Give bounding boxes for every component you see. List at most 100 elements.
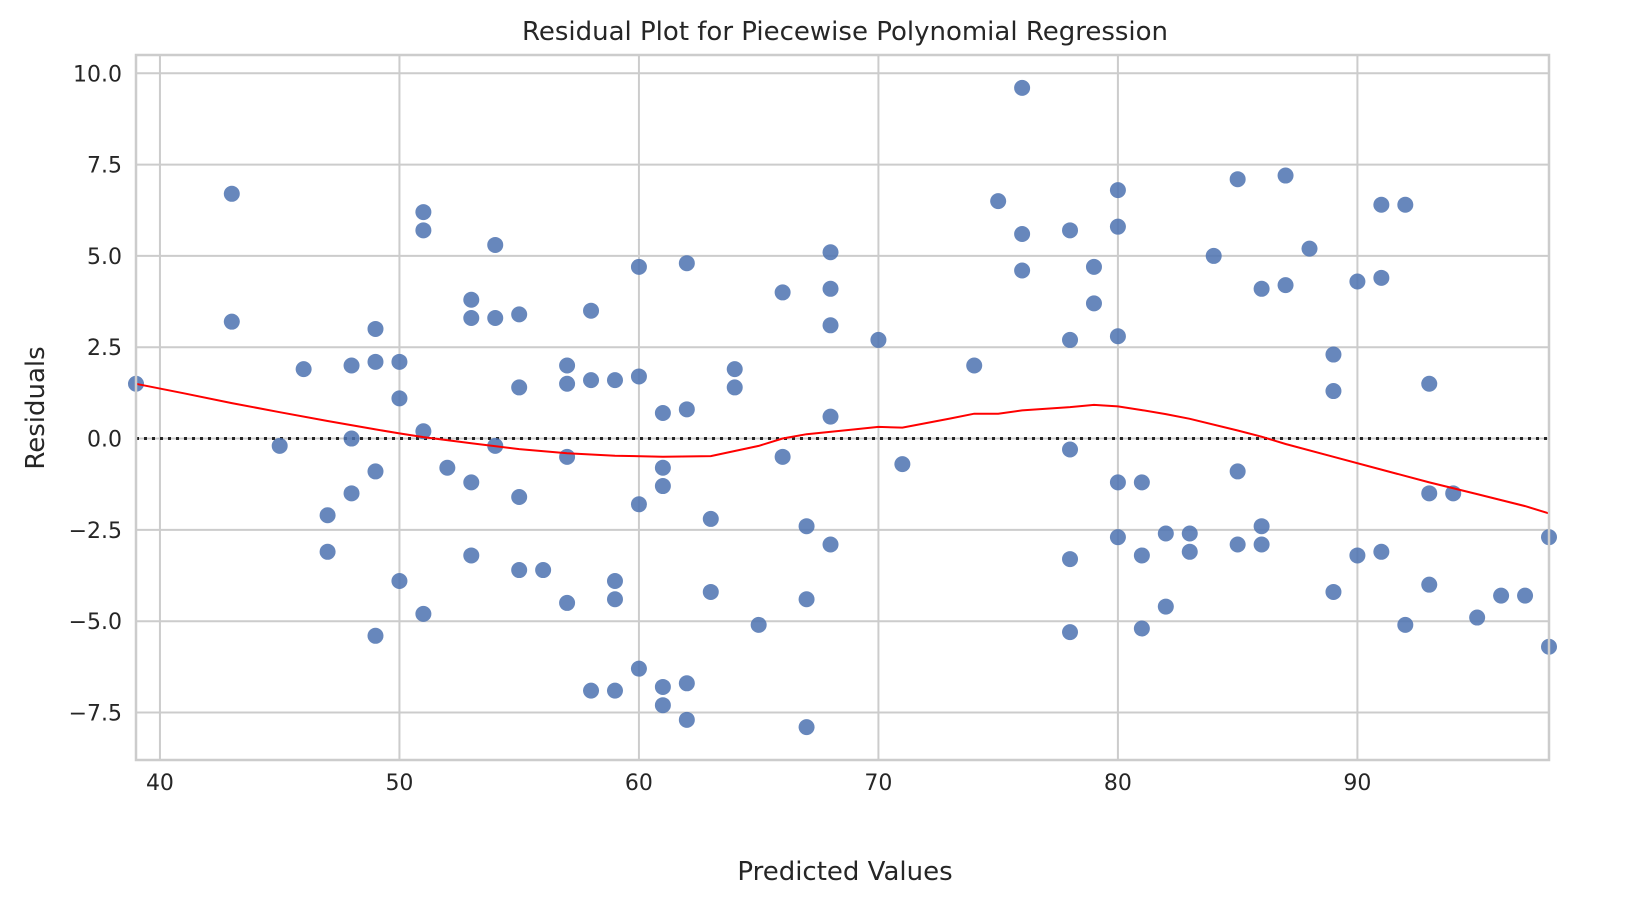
data-point: [559, 357, 576, 374]
data-point: [654, 404, 671, 421]
data-point: [1062, 624, 1079, 641]
data-point: [1109, 474, 1126, 491]
data-point: [678, 675, 695, 692]
data-point: [1014, 79, 1031, 96]
data-point: [1397, 196, 1414, 213]
data-point: [1253, 536, 1270, 553]
data-point: [1493, 587, 1510, 604]
data-point: [774, 448, 791, 465]
data-point: [678, 711, 695, 728]
y-axis-ticks: 10.0 7.5 5.0 2.5 0.0 −2.5 −5.0 −7.5: [69, 62, 122, 726]
data-point: [1277, 167, 1294, 184]
data-point: [1253, 518, 1270, 535]
x-tick-label: 80: [1104, 771, 1132, 796]
data-point: [1325, 346, 1342, 363]
data-point: [870, 331, 887, 348]
data-point: [1133, 547, 1150, 564]
data-point: [1085, 295, 1102, 312]
data-point: [367, 353, 384, 370]
data-point: [511, 379, 528, 396]
data-point: [487, 236, 504, 253]
data-point: [415, 605, 432, 622]
data-point: [295, 361, 312, 378]
data-point: [1229, 536, 1246, 553]
x-tick-label: 60: [625, 771, 653, 796]
data-point: [1062, 331, 1079, 348]
data-point: [415, 222, 432, 239]
data-point: [630, 496, 647, 513]
data-point: [822, 317, 839, 334]
data-point: [1014, 225, 1031, 242]
data-point: [822, 408, 839, 425]
data-point: [1133, 620, 1150, 637]
data-point: [798, 591, 815, 608]
plot-frame: [134, 53, 1551, 762]
data-point: [1109, 529, 1126, 546]
data-point: [606, 591, 623, 608]
data-point: [1133, 474, 1150, 491]
y-tick-label: −5.0: [69, 610, 122, 635]
data-point: [343, 357, 360, 374]
data-point: [391, 390, 408, 407]
data-point: [583, 302, 600, 319]
data-point: [1014, 262, 1031, 279]
data-point: [439, 459, 456, 476]
data-point: [702, 510, 719, 527]
y-tick-label: −7.5: [69, 702, 122, 727]
x-tick-label: 70: [864, 771, 892, 796]
data-point: [415, 423, 432, 440]
data-point: [1253, 280, 1270, 297]
data-point: [463, 474, 480, 491]
data-point: [1397, 616, 1414, 633]
data-point: [271, 437, 288, 454]
data-point: [367, 320, 384, 337]
data-point: [1349, 273, 1366, 290]
data-point: [1109, 182, 1126, 199]
data-point: [1157, 525, 1174, 542]
data-point: [583, 372, 600, 389]
y-tick-label: 7.5: [87, 154, 122, 179]
data-point: [1373, 196, 1390, 213]
data-point: [463, 310, 480, 327]
y-tick-label: 10.0: [73, 62, 122, 87]
data-point: [606, 682, 623, 699]
data-point: [894, 456, 911, 473]
data-point: [559, 375, 576, 392]
data-point: [367, 463, 384, 480]
data-point: [798, 518, 815, 535]
data-point: [726, 361, 743, 378]
data-point: [463, 291, 480, 308]
data-point: [606, 573, 623, 590]
data-point: [1469, 609, 1486, 626]
data-point: [1181, 525, 1198, 542]
data-point: [1062, 441, 1079, 458]
data-point: [678, 255, 695, 272]
data-point: [654, 459, 671, 476]
data-point: [319, 507, 336, 524]
chart-title: Residual Plot for Piecewise Polynomial R…: [522, 17, 1168, 47]
y-axis-label: Residuals: [21, 346, 51, 469]
data-point: [1277, 277, 1294, 294]
data-point: [511, 562, 528, 579]
data-point: [1181, 543, 1198, 560]
data-point: [774, 284, 791, 301]
data-point: [391, 353, 408, 370]
data-point: [1421, 576, 1438, 593]
data-point: [1205, 247, 1222, 264]
data-point: [1109, 218, 1126, 235]
data-point: [1301, 240, 1318, 257]
data-point: [726, 379, 743, 396]
data-point: [750, 616, 767, 633]
data-point: [630, 660, 647, 677]
data-point: [1157, 598, 1174, 615]
data-point: [1062, 551, 1079, 568]
data-point: [822, 536, 839, 553]
x-axis-ticks: 40 50 60 70 80 90: [146, 771, 1371, 796]
data-point: [1421, 375, 1438, 392]
data-point: [1325, 583, 1342, 600]
data-point: [654, 678, 671, 695]
data-point: [966, 357, 983, 374]
trend-line: [135, 382, 1550, 515]
